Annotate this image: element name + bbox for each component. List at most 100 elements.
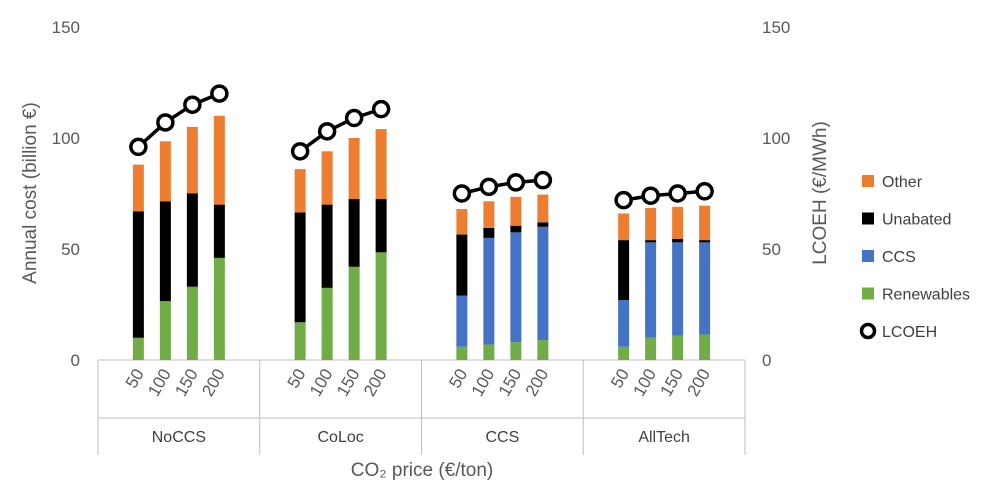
x-tick-label: 200 <box>683 366 714 400</box>
bar-segment-other <box>483 201 495 228</box>
bar-segment-renewables <box>672 335 684 360</box>
bar-segment-renewables <box>186 286 198 360</box>
lcoeh-point <box>641 186 660 205</box>
bar-segment-ccs <box>672 242 684 336</box>
x-tick-label: 100 <box>144 366 175 400</box>
legend-swatch-unabated <box>862 212 874 225</box>
bar-segment-unabated <box>699 240 711 243</box>
bar-segment-renewables <box>483 344 495 360</box>
bar-segment-unabated <box>186 193 198 287</box>
lcoeh-line <box>623 189 705 202</box>
left-y-tick-label: 100 <box>52 129 80 148</box>
bar-segment-ccs <box>645 242 657 338</box>
right-y-tick-label: 100 <box>762 129 790 148</box>
bar-segment-ccs <box>618 300 630 347</box>
group-label: AllTech <box>638 429 690 446</box>
right-y-tick-label: 150 <box>762 18 790 37</box>
lcoeh-point <box>506 173 526 192</box>
legend-swatch-lcoeh <box>859 322 877 340</box>
bar-segment-unabated <box>348 199 360 267</box>
bar-segment-unabated <box>456 234 468 296</box>
bar-segment-other <box>294 169 306 213</box>
lcoeh-point <box>156 113 175 132</box>
lcoeh-line <box>137 91 221 149</box>
bar-segment-other <box>159 141 171 202</box>
bar-segment-renewables <box>159 301 171 360</box>
x-tick-label: 200 <box>360 366 391 400</box>
bar-segment-renewables <box>645 337 657 360</box>
x-tick-label: 100 <box>468 366 499 400</box>
lcoeh-point <box>344 108 364 128</box>
bar-segment-renewables <box>510 342 522 360</box>
x-tick-label: 100 <box>306 366 337 400</box>
bar-segment-other <box>537 194 549 223</box>
legend-swatch-other <box>862 175 874 187</box>
lcoeh-point <box>479 177 499 197</box>
legend-label-unabated: Unabated <box>882 212 951 229</box>
bar-segment-unabated <box>483 227 495 238</box>
lcoeh-point <box>695 182 714 201</box>
bar-segment-renewables <box>132 337 144 360</box>
bar-segment-unabated <box>618 240 630 301</box>
bar-segment-unabated <box>510 225 522 233</box>
bar-segment-other <box>456 209 468 235</box>
bar-segment-renewables <box>213 257 225 360</box>
bar-segment-ccs <box>699 242 711 335</box>
legend-swatch-ccs <box>862 250 874 262</box>
bar-segment-other <box>699 205 711 241</box>
bar-segment-other <box>375 129 387 200</box>
x-tick-label: 200 <box>198 366 229 400</box>
bar-segment-other <box>348 138 360 200</box>
bar-segment-other <box>186 126 198 194</box>
right-axis-title: LCOEH (€/MWh) <box>810 121 831 265</box>
lcoeh-point <box>452 184 472 203</box>
lcoeh-line <box>299 107 382 153</box>
bar-segment-renewables <box>321 287 333 360</box>
lcoeh-line-layer <box>129 84 714 210</box>
bar-segment-ccs <box>483 237 495 345</box>
x-tick-label: 50 <box>122 366 148 392</box>
lcoeh-point <box>614 190 633 210</box>
bar-segment-other <box>132 164 144 212</box>
x-axis-title: CO₂ price (€/ton) <box>351 460 494 481</box>
lcoeh-point <box>668 184 687 203</box>
bar-segment-renewables <box>348 266 360 360</box>
lcoeh-point <box>290 142 310 161</box>
bar-segment-unabated <box>159 201 171 302</box>
left-axis-title: Annual cost (billion €) <box>20 102 41 284</box>
group-label: CoLoc <box>318 429 364 446</box>
group-label: NoCCS <box>152 429 206 446</box>
lcoeh-point <box>317 122 337 141</box>
bar-segment-ccs <box>537 226 549 341</box>
bar-segment-unabated <box>645 240 657 243</box>
lcoeh-point <box>371 99 391 119</box>
x-tick-label: 50 <box>445 366 471 392</box>
x-tick-label: 50 <box>284 366 310 392</box>
right-y-tick-label: 50 <box>762 240 781 259</box>
bar-segment-unabated <box>672 239 684 243</box>
left-y-tick-label: 150 <box>52 18 80 37</box>
bar-segment-ccs <box>456 295 468 347</box>
lcoeh-point <box>533 170 553 190</box>
bar-segment-other <box>618 213 630 241</box>
bar-segment-other <box>510 196 522 226</box>
bar-segment-unabated <box>132 211 144 338</box>
left-y-tick-label: 0 <box>71 351 80 370</box>
group-label: CCS <box>485 429 519 446</box>
legend-swatch-renewables <box>862 287 874 300</box>
bar-segment-ccs <box>510 232 522 343</box>
bar-segment-unabated <box>537 222 549 227</box>
bar-segment-other <box>213 115 225 205</box>
x-tick-label: 50 <box>607 366 633 392</box>
legend-label-other: Other <box>882 174 923 191</box>
bar-segment-unabated <box>321 204 333 288</box>
bar-segment-renewables <box>294 322 306 360</box>
bars-layer <box>132 115 711 360</box>
x-tick-label: 150 <box>495 366 526 400</box>
bar-segment-unabated <box>294 212 306 323</box>
legend-label-ccs: CCS <box>882 249 916 266</box>
bar-segment-other <box>321 151 333 205</box>
bar-segment-unabated <box>375 199 387 253</box>
x-tick-label: 150 <box>171 366 202 400</box>
